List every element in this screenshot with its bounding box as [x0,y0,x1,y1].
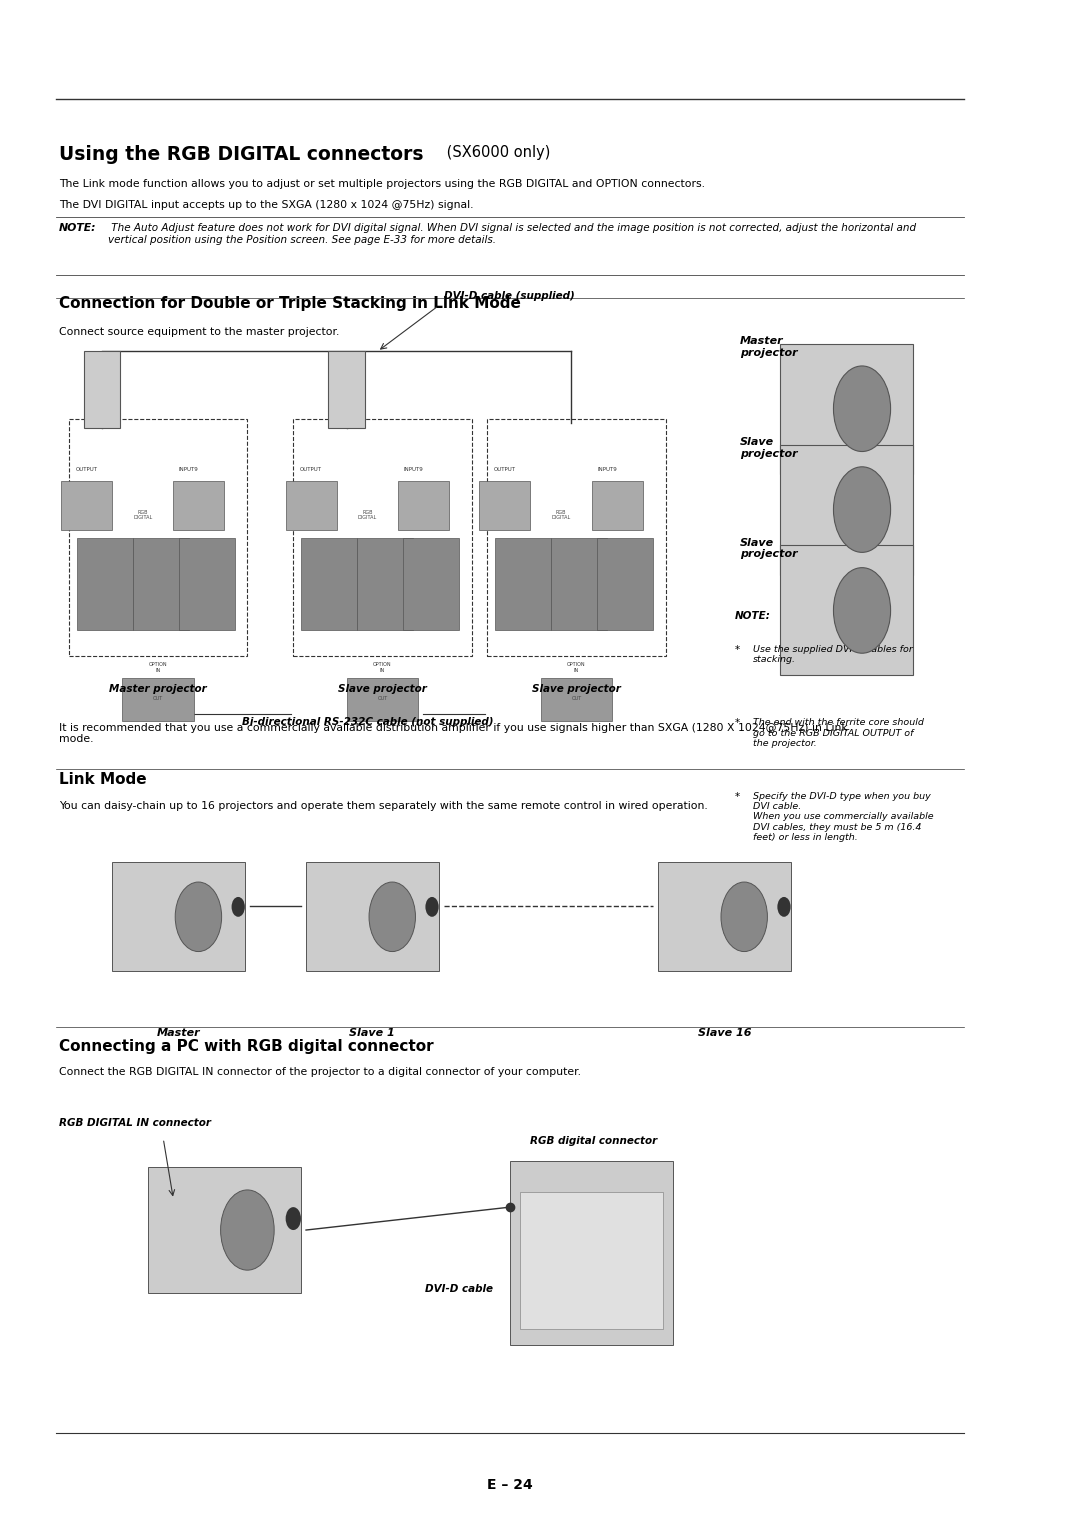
Text: The Link mode function allows you to adjust or set multiple projectors using the: The Link mode function allows you to adj… [59,179,705,189]
Bar [781,344,913,474]
Bar [495,538,551,630]
Bar [347,678,418,721]
Text: (SX6000 only): (SX6000 only) [442,145,550,160]
Bar [301,538,357,630]
Text: Connection for Double or Triple Stacking in Link Mode: Connection for Double or Triple Stacking… [59,296,521,312]
Text: Specify the DVI-D type when you buy
DVI cable.
When you use commercially availab: Specify the DVI-D type when you buy DVI … [753,792,933,842]
Bar [133,538,189,630]
Text: OPTION
IN: OPTION IN [567,662,585,674]
Bar [285,481,337,530]
Bar [62,481,112,530]
Bar [597,538,653,630]
Circle shape [834,468,891,553]
Text: Using the RGB DIGITAL connectors: Using the RGB DIGITAL connectors [59,145,423,163]
Bar [122,678,193,721]
Bar [541,678,612,721]
Circle shape [834,367,891,451]
Circle shape [220,1190,274,1270]
Text: OUTPUT: OUTPUT [494,466,516,472]
Bar [178,538,234,630]
Bar [510,1161,673,1345]
Text: OUTPUT: OUTPUT [76,466,97,472]
Text: Slave 16: Slave 16 [698,1028,751,1039]
Text: *: * [734,792,740,802]
Text: The end with the ferrite core should
go to the RGB DIGITAL OUTPUT of
the project: The end with the ferrite core should go … [753,718,923,749]
Text: DVI-D cable: DVI-D cable [426,1284,494,1294]
Bar [328,351,365,428]
Text: Slave
projector: Slave projector [740,437,797,458]
Bar [781,545,913,675]
Text: *: * [734,718,740,729]
Text: OUT: OUT [571,695,581,701]
Text: You can daisy-chain up to 16 projectors and operate them separately with the sam: You can daisy-chain up to 16 projectors … [59,801,707,811]
Circle shape [369,882,416,952]
Text: INPUT9: INPUT9 [403,466,423,472]
Bar [658,862,791,972]
Text: RGB digital connector: RGB digital connector [530,1135,658,1146]
Text: It is recommended that you use a commercially available distribution amplifier i: It is recommended that you use a commerc… [59,723,848,744]
Text: *: * [734,645,740,656]
Bar [592,481,643,530]
Text: Use the supplied DVI-D cables for
stacking.: Use the supplied DVI-D cables for stacki… [753,645,913,665]
Text: Master
projector: Master projector [740,336,797,358]
Text: Master projector: Master projector [109,685,207,694]
Circle shape [778,897,791,917]
Text: Connect the RGB DIGITAL IN connector of the projector to a digital connector of : Connect the RGB DIGITAL IN connector of … [59,1067,581,1077]
Text: Connecting a PC with RGB digital connector: Connecting a PC with RGB digital connect… [59,1039,434,1054]
Bar [174,481,225,530]
Text: Slave projector: Slave projector [532,685,621,694]
Text: The Auto Adjust feature does not work for DVI digital signal. When DVI signal is: The Auto Adjust feature does not work fo… [108,223,916,244]
Text: Bi-directional RS-232C cable (not supplied): Bi-directional RS-232C cable (not suppli… [242,718,492,727]
Text: Link Mode: Link Mode [59,772,147,787]
Text: E – 24: E – 24 [487,1478,532,1493]
Bar [480,481,530,530]
Text: Master: Master [157,1028,200,1039]
Circle shape [721,882,768,952]
Bar [357,538,414,630]
Text: OUTPUT: OUTPUT [300,466,322,472]
Text: INPUT9: INPUT9 [597,466,617,472]
Text: Slave projector: Slave projector [338,685,427,694]
Bar [306,862,438,972]
Text: Connect source equipment to the master projector.: Connect source equipment to the master p… [59,327,339,338]
Text: Slave 1: Slave 1 [350,1028,395,1039]
Circle shape [426,897,438,917]
Text: NOTE:: NOTE: [59,223,97,234]
Text: DVI-D cable (supplied): DVI-D cable (supplied) [444,290,575,301]
Text: The DVI DIGITAL input accepts up to the SXGA (1280 x 1024 @75Hz) signal.: The DVI DIGITAL input accepts up to the … [59,200,474,211]
Bar [83,351,120,428]
Bar [487,420,665,657]
Text: INPUT9: INPUT9 [179,466,199,472]
Bar [551,538,607,630]
Bar [77,538,133,630]
Text: RGB
DIGITAL: RGB DIGITAL [357,509,377,521]
Bar [112,862,245,972]
Text: OPTION
IN: OPTION IN [374,662,392,674]
Circle shape [285,1207,301,1230]
Bar [69,420,247,657]
Text: RGB
DIGITAL: RGB DIGITAL [133,509,152,521]
Circle shape [175,882,221,952]
Text: Slave
projector: Slave projector [740,538,797,559]
Text: NOTE:: NOTE: [734,611,770,622]
Circle shape [231,897,245,917]
Text: OUT: OUT [377,695,388,701]
Circle shape [834,567,891,654]
Text: RGB DIGITAL IN connector: RGB DIGITAL IN connector [59,1117,212,1128]
Bar [397,481,449,530]
Bar [294,420,472,657]
Bar [521,1192,663,1329]
Bar [148,1167,301,1293]
Bar [403,538,459,630]
Bar [781,445,913,575]
Text: OUT: OUT [153,695,163,701]
Text: RGB
DIGITAL: RGB DIGITAL [552,509,570,521]
Text: OPTION
IN: OPTION IN [149,662,167,674]
